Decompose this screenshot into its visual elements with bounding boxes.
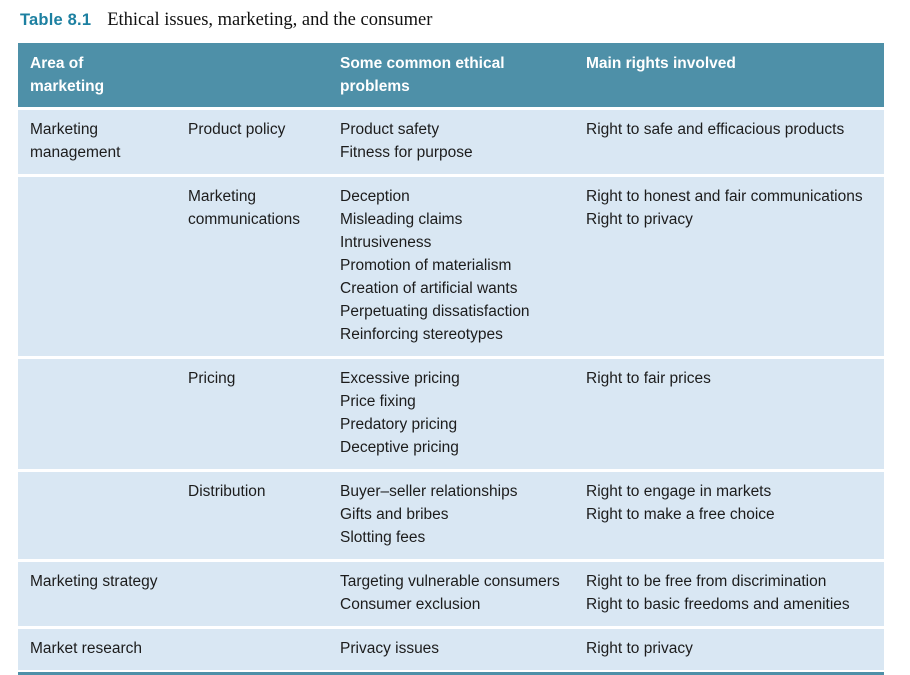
table-row: Pricing Excessive pricing Price fixing Pred… [18,359,884,469]
header-common-ethical-problems: Some common ethical problems [340,55,505,95]
table-row: Marketing management Product policy Produc… [18,110,884,174]
cell-line: Consumer exclusion [340,596,481,613]
cell-line: Right to privacy [586,211,693,228]
cell-line: Buyer–seller relationships [340,483,518,500]
cell-line: Marketing strategy [30,573,158,590]
cell-subarea [176,629,328,670]
cell-line: Market research [30,640,142,657]
cell-line: Deception [340,188,410,205]
cell-line: Right to basic freedoms and amenities [586,596,850,613]
cell-line: Product policy [188,121,286,138]
header-main-rights-involved: Main rights involved [586,55,736,72]
cell-area [18,177,176,356]
header-area-of-marketing-text: Area of marketing [30,55,105,95]
cell-line: Deceptive pricing [340,439,459,456]
cell-problems: Product safety Fitness for purpose [328,110,574,174]
cell-line: Fitness for purpose [340,144,473,161]
table-row: Marketing communications Deception Mislead… [18,177,884,356]
table-row: Market research Privacy issues Right to pr… [18,629,884,670]
table-caption-label: Table 8.1 [20,11,92,29]
cell-line: Right to safe and efficacious products [586,121,845,138]
cell-rights: Right to privacy [574,629,884,670]
table-caption-text: Ethical issues, marketing, and the consu… [107,10,433,30]
cell-line: Right to fair prices [586,370,711,387]
cell-problems: Targeting vulnerable consumers Consumer e… [328,562,574,626]
cell-area: Marketing management [18,110,176,174]
cell-subarea: Marketing communications [176,177,328,356]
cell-line: Intrusiveness [340,234,432,251]
cell-subarea [176,562,328,626]
ethics-table: Area of marketing Some common ethical pr… [18,43,884,675]
cell-rights: Right to be free from discrimination Righ… [574,562,884,626]
header-area-of-marketing: Area of marketing [18,43,328,107]
cell-line: Right to be free from discrimination [586,573,827,590]
cell-problems: Privacy issues [328,629,574,670]
cell-line: Misleading claims [340,211,463,228]
cell-problems: Excessive pricing Price fixing Predatory p… [328,359,574,469]
cell-subarea: Product policy [176,110,328,174]
cell-line: Marketing management [30,121,121,161]
cell-line: Gifts and bribes [340,506,449,523]
cell-line: Right to make a free choice [586,506,775,523]
cell-line: Targeting vulnerable consumers [340,573,560,590]
cell-rights: Right to honest and fair communications R… [574,177,884,356]
table-body: Marketing management Product policy Produc… [18,110,884,670]
cell-rights: Right to fair prices [574,359,884,469]
cell-line: Right to honest and fair communications [586,188,863,205]
cell-line: Right to engage in markets [586,483,772,500]
cell-area: Marketing strategy [18,562,176,626]
cell-line: Product safety [340,121,440,138]
cell-line: Privacy issues [340,640,440,657]
table-row: Distribution Buyer–seller relationships Gi… [18,472,884,559]
cell-area: Market research [18,629,176,670]
table-caption: Table 8.1 Ethical issues, marketing, and… [20,10,892,31]
cell-subarea: Pricing [176,359,328,469]
cell-line: Pricing [188,370,236,387]
cell-area [18,359,176,469]
cell-line: Distribution [188,483,266,500]
cell-line: Predatory pricing [340,416,458,433]
cell-problems: Deception Misleading claims Intrusiveness P… [328,177,574,356]
cell-line: Marketing communications [188,188,300,228]
cell-line: Promotion of materialism [340,257,512,274]
cell-line: Creation of artificial wants [340,280,518,297]
cell-line: Perpetuating dissatisfaction [340,303,530,320]
cell-subarea: Distribution [176,472,328,559]
table-header-row: Area of marketing Some common ethical pr… [18,43,884,107]
cell-line: Reinforcing stereotypes [340,326,503,343]
cell-rights: Right to safe and efficacious products [574,110,884,174]
cell-line: Right to privacy [586,640,693,657]
cell-line: Slotting fees [340,529,426,546]
cell-problems: Buyer–seller relationships Gifts and brib… [328,472,574,559]
cell-line: Price fixing [340,393,416,410]
cell-area [18,472,176,559]
cell-rights: Right to engage in markets Right to make … [574,472,884,559]
cell-line: Excessive pricing [340,370,460,387]
table-row: Marketing strategy Targeting vulnerable c… [18,562,884,626]
